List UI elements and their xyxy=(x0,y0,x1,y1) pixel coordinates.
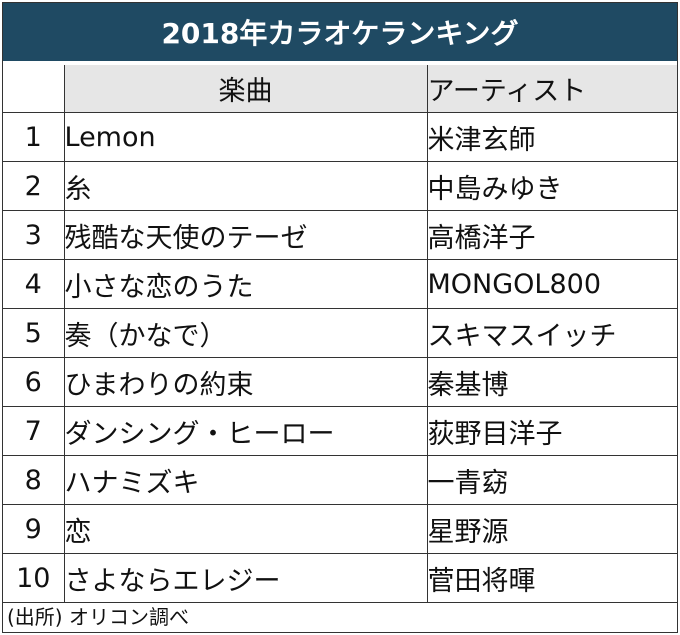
rank-cell: 3 xyxy=(3,210,65,260)
artist-cell: 米津玄師 xyxy=(426,112,677,162)
artist-cell: MONGOL800 xyxy=(426,259,677,309)
table-row: 10 さよならエレジー 菅田将暉 xyxy=(3,553,677,603)
table-row: 4 小さな恋のうた MONGOL800 xyxy=(3,259,677,309)
rank-cell: 6 xyxy=(3,357,65,407)
artist-cell: スキマスイッチ xyxy=(426,308,677,358)
artist-cell: 中島みゆき xyxy=(426,161,677,211)
table-row: 8 ハナミズキ 一青窈 xyxy=(3,455,677,505)
artist-cell: 荻野目洋子 xyxy=(426,406,677,456)
song-cell: 糸 xyxy=(63,161,428,211)
rank-column-header xyxy=(3,65,65,113)
song-cell: 恋 xyxy=(63,504,428,554)
ranking-table: 楽曲 アーティスト 1 Lemon 米津玄師 2 糸 中島みゆき 3 残酷な天使… xyxy=(3,65,677,603)
table-row: 6 ひまわりの約束 秦基博 xyxy=(3,357,677,407)
rank-cell: 8 xyxy=(3,455,65,505)
song-column-header: 楽曲 xyxy=(63,65,428,113)
table-row: 2 糸 中島みゆき xyxy=(3,161,677,211)
table-row: 1 Lemon 米津玄師 xyxy=(3,112,677,162)
artist-cell: 菅田将暉 xyxy=(426,553,677,603)
artist-cell: 秦基博 xyxy=(426,357,677,407)
table-row: 3 残酷な天使のテーゼ 高橋洋子 xyxy=(3,210,677,260)
rank-cell: 10 xyxy=(3,553,65,603)
song-cell: Lemon xyxy=(63,112,428,162)
table-row: 7 ダンシング・ヒーロー 荻野目洋子 xyxy=(3,406,677,456)
table-row: 5 奏（かなで） スキマスイッチ xyxy=(3,308,677,358)
artist-cell: 高橋洋子 xyxy=(426,210,677,260)
rank-cell: 5 xyxy=(3,308,65,358)
song-cell: 奏（かなで） xyxy=(63,308,428,358)
artist-column-header: アーティスト xyxy=(426,65,677,113)
table-row: 9 恋 星野源 xyxy=(3,504,677,554)
artist-cell: 一青窈 xyxy=(426,455,677,505)
page-title: 2018年カラオケランキング xyxy=(3,3,677,61)
song-cell: ハナミズキ xyxy=(63,455,428,505)
rank-cell: 9 xyxy=(3,504,65,554)
artist-cell: 星野源 xyxy=(426,504,677,554)
song-cell: ひまわりの約束 xyxy=(63,357,428,407)
song-cell: 小さな恋のうた xyxy=(63,259,428,309)
table-header-row: 楽曲 アーティスト xyxy=(3,65,677,113)
rank-cell: 2 xyxy=(3,161,65,211)
song-cell: ダンシング・ヒーロー xyxy=(63,406,428,456)
rank-cell: 7 xyxy=(3,406,65,456)
rank-cell: 4 xyxy=(3,259,65,309)
source-note: (出所) オリコン調べ xyxy=(7,605,189,629)
song-cell: 残酷な天使のテーゼ xyxy=(63,210,428,260)
rank-cell: 1 xyxy=(3,112,65,162)
song-cell: さよならエレジー xyxy=(63,553,428,603)
